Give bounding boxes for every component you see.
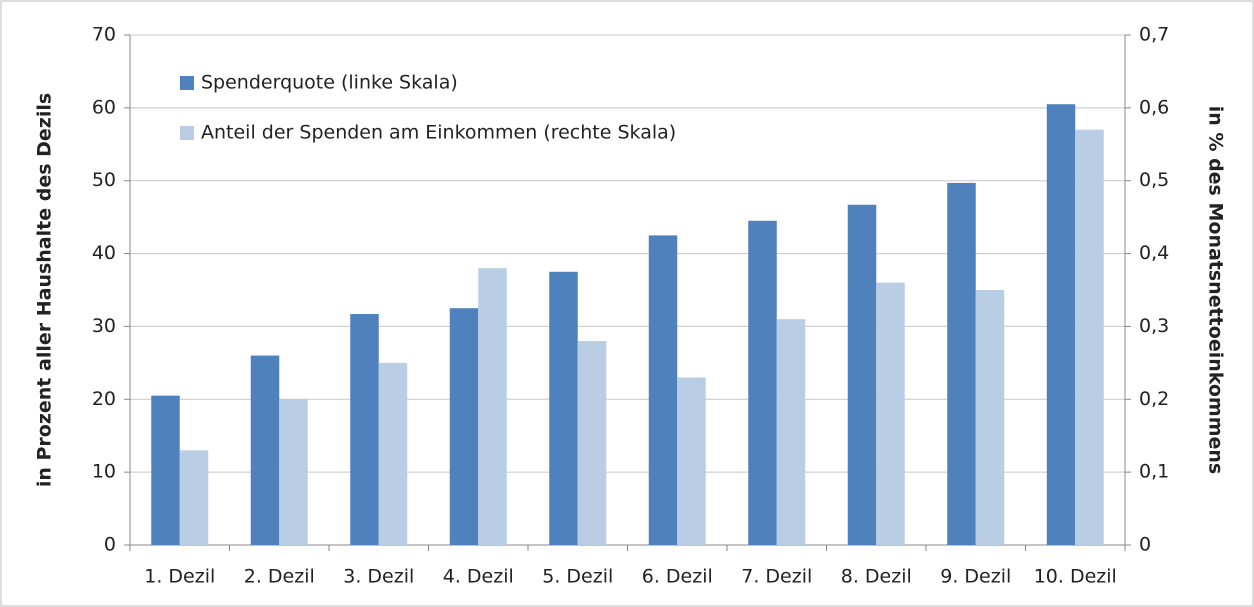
y2-tick-label: 0,3 (1139, 315, 1169, 337)
y-axis-title: in Prozent aller Haushalte des Dezils (34, 93, 56, 487)
bar (577, 341, 607, 545)
y-tick-label: 70 (92, 24, 116, 46)
y-tick-label: 60 (92, 96, 116, 118)
y2-tick-label: 0,2 (1139, 388, 1169, 410)
bar (748, 220, 777, 546)
bar (449, 308, 479, 545)
bar (876, 282, 905, 545)
y-tick-label: 10 (92, 461, 116, 483)
legend-label: Spenderquote (linke Skala) (201, 72, 458, 94)
y2-tick-label: 0,1 (1139, 461, 1169, 483)
x-tick-label: 10. Dezil (1034, 566, 1117, 588)
x-tick-label: 4. Dezil (443, 566, 514, 588)
y-tick-label: 20 (92, 388, 116, 410)
y2-tick-label: 0,6 (1139, 96, 1169, 118)
bar (478, 268, 507, 545)
y2-tick-label: 0,4 (1139, 242, 1169, 264)
bar (975, 290, 1005, 545)
bar (279, 399, 308, 545)
x-tick-label: 9. Dezil (940, 566, 1011, 588)
x-tick-label: 5. Dezil (542, 566, 613, 588)
bar (350, 314, 379, 545)
bar (847, 204, 877, 545)
x-tick-label: 7. Dezil (741, 566, 812, 588)
bar (179, 450, 209, 545)
x-tick-label: 8. Dezil (841, 566, 912, 588)
bar (250, 355, 280, 545)
x-tick-label: 3. Dezil (343, 566, 414, 588)
y-tick-label: 0 (104, 534, 116, 556)
legend-label: Anteil der Spenden am Einkommen (rechte … (201, 122, 676, 144)
bar (776, 319, 806, 545)
y2-tick-label: 0,5 (1139, 169, 1169, 191)
bar (549, 271, 578, 545)
bar (1046, 104, 1076, 545)
y2-tick-label: 0,7 (1139, 24, 1169, 46)
x-tick-label: 1. Dezil (144, 566, 215, 588)
y-tick-label: 30 (92, 315, 116, 337)
bar (648, 235, 678, 545)
y2-axis-title: in % des Monatsnettoeinkommens (1205, 106, 1227, 474)
y2-tick-label: 0 (1139, 534, 1151, 556)
bar (151, 395, 180, 545)
bar (1075, 129, 1104, 545)
bar (677, 377, 706, 545)
y-tick-label: 40 (92, 242, 116, 264)
legend-swatch (180, 126, 194, 140)
bar (947, 182, 976, 545)
x-tick-label: 6. Dezil (642, 566, 713, 588)
y-tick-label: 50 (92, 169, 116, 191)
x-tick-label: 2. Dezil (244, 566, 315, 588)
legend-swatch (180, 76, 194, 90)
bar (378, 362, 408, 545)
